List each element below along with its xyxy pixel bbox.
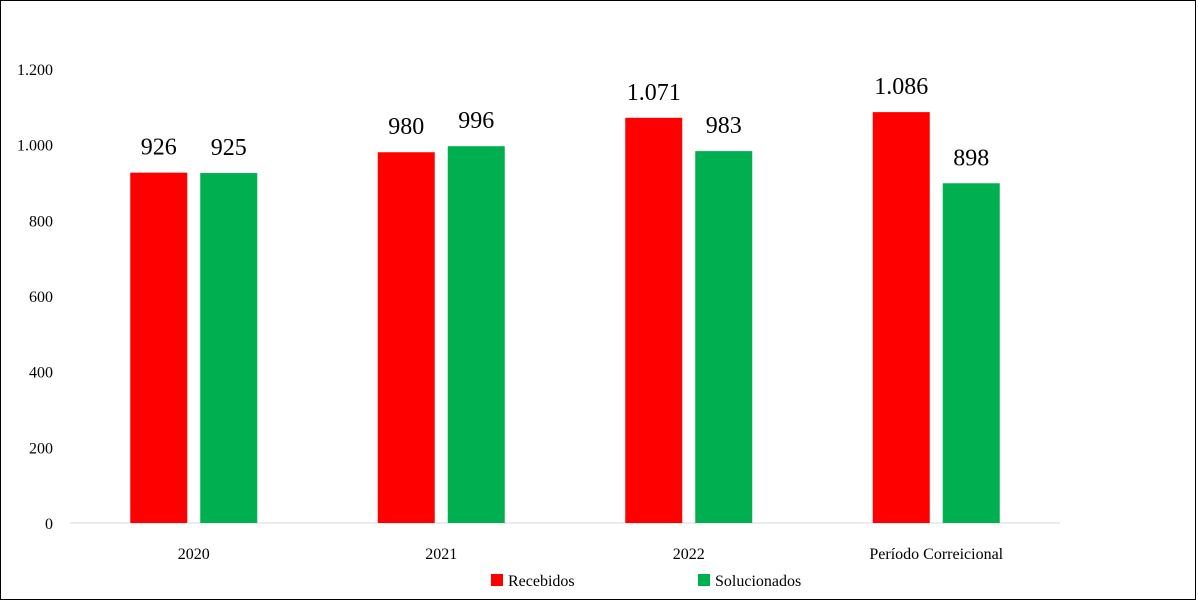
bar-recebidos: [625, 117, 683, 524]
x-tick-label: 2020: [178, 546, 210, 563]
bar-solucionados: [200, 173, 258, 523]
legend-swatch: [491, 574, 503, 586]
data-label: 1.071: [627, 80, 681, 106]
bar-recebidos: [872, 112, 930, 523]
bar-recebidos: [377, 152, 435, 523]
bar-solucionados: [447, 146, 505, 523]
bar-solucionados: [695, 151, 753, 523]
y-tick-label: 200: [29, 440, 53, 457]
y-tick-label: 600: [29, 289, 53, 306]
data-label: 1.086: [874, 74, 928, 100]
data-label: 996: [458, 108, 494, 134]
data-label: 926: [141, 135, 177, 161]
data-label: 925: [211, 135, 247, 161]
y-tick-label: 400: [29, 365, 53, 382]
data-label: 980: [388, 114, 424, 140]
legend-label: Solucionados: [715, 573, 801, 590]
bars-group: [130, 112, 1000, 524]
legend-swatch: [698, 574, 710, 586]
x-tick-label: Período Correicional: [869, 546, 1003, 563]
bar-solucionados: [942, 183, 1000, 524]
y-axis-ticks: 0 200 400 600 800 1.000 1.200: [17, 62, 53, 533]
x-tick-label: 2022: [673, 546, 705, 563]
y-tick-label: 800: [29, 213, 53, 230]
y-tick-label: 0: [45, 516, 53, 533]
y-tick-label: 1.200: [17, 62, 53, 79]
legend-label: Recebidos: [508, 573, 575, 590]
data-labels-group: 926 925 980 996 1.071 983 1.086 898: [141, 74, 990, 171]
data-label: 983: [706, 113, 742, 139]
data-label: 898: [953, 145, 989, 171]
legend: Recebidos Solucionados: [491, 573, 801, 590]
y-tick-label: 1.000: [17, 138, 53, 155]
bar-recebidos: [130, 172, 188, 523]
x-tick-label: 2021: [425, 546, 457, 563]
category-labels-group: 2020 2021 2022 Período Correicional: [178, 546, 1004, 563]
